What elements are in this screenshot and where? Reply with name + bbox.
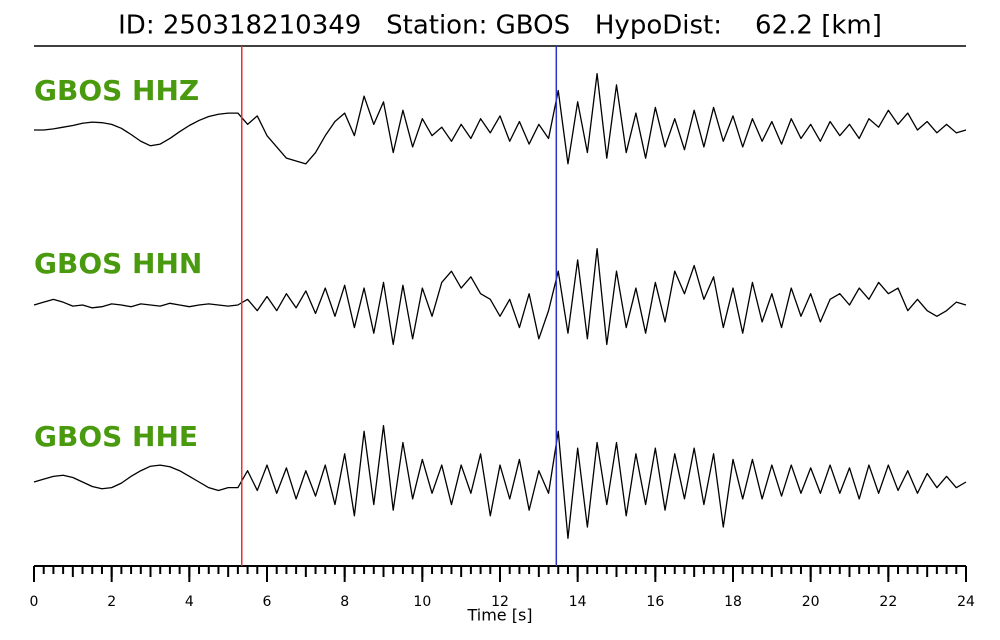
x-tick-label: 24 [957, 594, 975, 610]
x-tick-label: 22 [879, 594, 897, 610]
x-tick-label: 20 [802, 594, 820, 610]
x-tick-label: 6 [263, 594, 272, 610]
trace-label: GBOS HHE [34, 420, 198, 453]
trace-label: GBOS HHZ [34, 74, 199, 107]
x-tick-label: 16 [646, 594, 664, 610]
x-tick-label: 8 [340, 594, 349, 610]
trace-label: GBOS HHN [34, 247, 202, 280]
x-tick-label: 18 [724, 594, 742, 610]
x-tick-label: 12 [491, 594, 509, 610]
waveform [34, 72, 967, 165]
x-axis-label: Time [s] [466, 606, 532, 625]
x-tick-label: 2 [107, 594, 116, 610]
waveform [33, 247, 967, 346]
x-tick-label: 10 [413, 594, 431, 610]
x-tick-label: 0 [30, 594, 39, 610]
waveform [33, 424, 967, 540]
chart-title: ID: 250318210349 Station: GBOS HypoDist:… [118, 11, 882, 41]
x-tick-label: 14 [569, 594, 587, 610]
x-tick-label: 4 [185, 594, 194, 610]
